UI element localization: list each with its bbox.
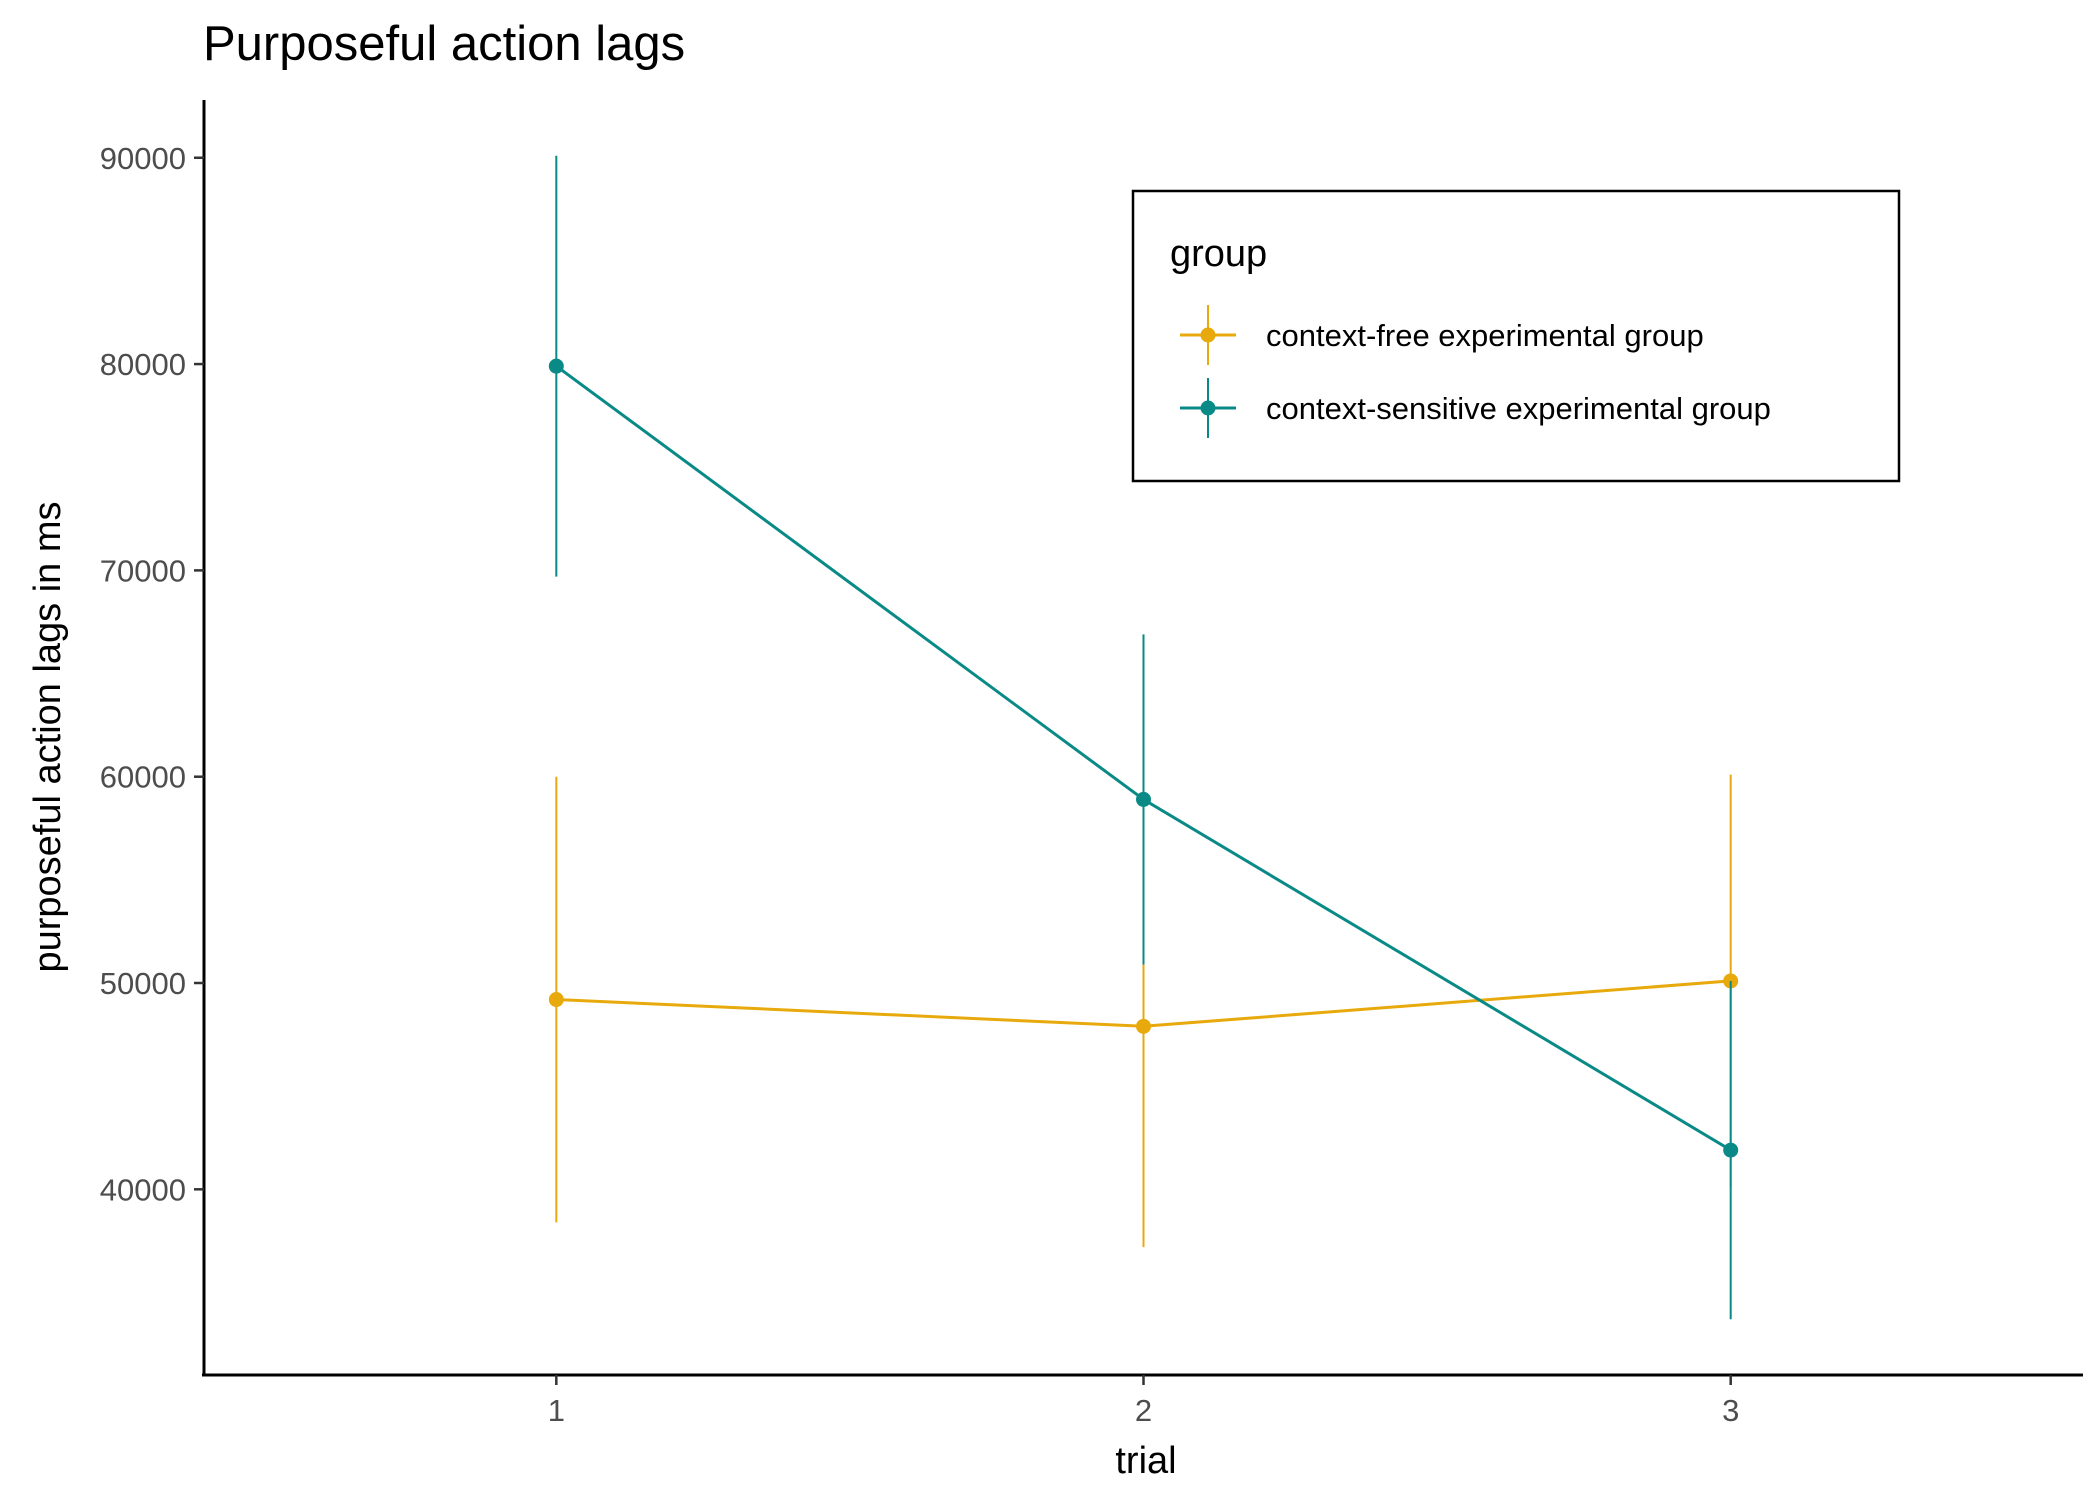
x-tick-label: 1 [548, 1393, 565, 1428]
y-tick-label: 90000 [100, 141, 186, 176]
legend-item: context-sensitive experimental group [1180, 378, 1771, 438]
series [548, 155, 1739, 1320]
legend-label: context-sensitive experimental group [1266, 391, 1771, 426]
chart-title: Purposeful action lags [203, 17, 685, 71]
data-point [548, 358, 564, 374]
y-tick-label: 40000 [100, 1172, 186, 1207]
plot-area [548, 155, 1739, 1320]
x-axis-title: trial [1115, 1440, 1176, 1482]
x-tick-label: 2 [1135, 1393, 1152, 1428]
data-point [1136, 1018, 1151, 1034]
series-layer [548, 155, 1739, 1320]
legend-key-point [1200, 327, 1216, 343]
x-axis-ticks: 1 2 3 [548, 1375, 1739, 1428]
y-tick-label: 70000 [100, 553, 186, 588]
y-tick-label: 50000 [100, 966, 186, 1001]
legend-label: context-free experimental group [1266, 318, 1704, 353]
y-axis-title: purposeful action lags in ms [27, 501, 69, 972]
legend-item: context-free experimental group [1180, 305, 1704, 365]
y-tick-label: 60000 [100, 760, 186, 795]
legend-items: context-free experimental group context-s… [1180, 305, 1771, 438]
data-point [1723, 1142, 1739, 1158]
data-point [1136, 791, 1151, 807]
data-point [548, 992, 564, 1008]
legend-title: group [1170, 233, 1267, 275]
y-axis-ticks: 40000 50000 60000 70000 80000 90000 [100, 141, 204, 1207]
legend: group context-free experimental groupcon… [1131, 189, 1901, 483]
x-tick-label: 3 [1722, 1393, 1739, 1428]
y-tick-label: 80000 [100, 347, 186, 382]
legend-key-point [1200, 400, 1216, 416]
legend-box [1131, 189, 1901, 483]
